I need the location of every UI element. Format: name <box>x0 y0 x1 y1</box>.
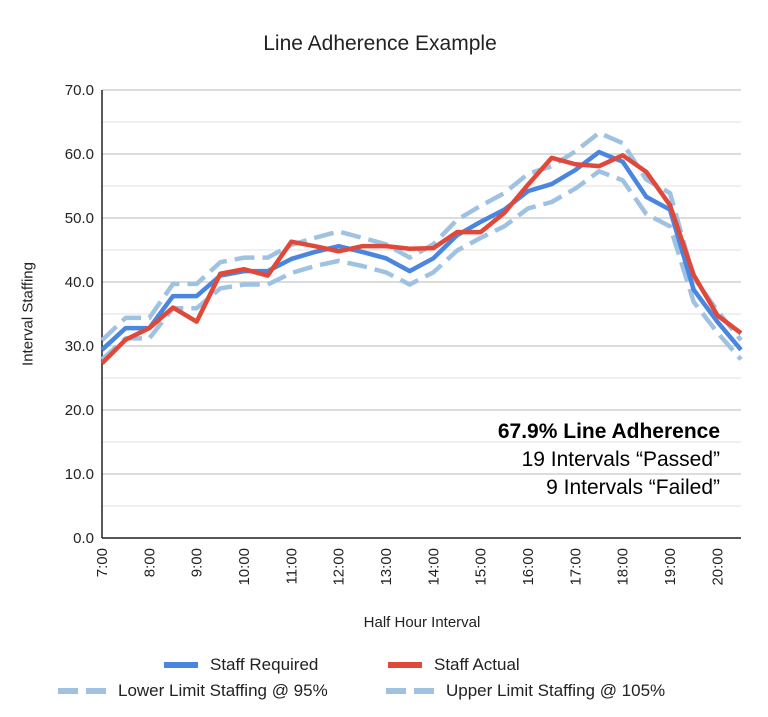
failed-text: 9 Intervals “Failed” <box>546 476 720 499</box>
y-tick-label: 10.0 <box>65 466 94 483</box>
x-tick-label: 19:00 <box>662 548 679 586</box>
y-tick-label: 40.0 <box>65 274 94 291</box>
passed-text: 19 Intervals “Passed” <box>521 448 720 471</box>
adherence-text: 67.9% Line Adherence <box>497 420 720 443</box>
legend-swatch <box>388 662 422 668</box>
x-tick-label: 7:00 <box>94 548 111 577</box>
legend-upper-limit: Upper Limit Staffing @ 105% <box>386 681 665 701</box>
y-tick-label: 30.0 <box>65 338 94 355</box>
legend-label: Staff Actual <box>434 655 520 674</box>
x-tick-label: 17:00 <box>567 548 584 586</box>
legend-swatch <box>386 688 434 694</box>
y-tick-label: 50.0 <box>65 210 94 227</box>
x-tick-label: 8:00 <box>141 548 158 577</box>
x-tick-label: 13:00 <box>378 548 395 586</box>
y-tick-label: 70.0 <box>65 82 94 99</box>
x-tick-label: 11:00 <box>283 548 300 584</box>
x-tick-label: 20:00 <box>709 548 726 586</box>
series-line-staff-actual <box>100 153 743 365</box>
legend-label: Lower Limit Staffing @ 95% <box>118 681 328 700</box>
legend-staff-actual: Staff Actual <box>388 655 520 675</box>
legend-lower-limit: Lower Limit Staffing @ 95% <box>58 681 328 701</box>
x-tick-label: 18:00 <box>615 548 632 586</box>
x-tick-label: 12:00 <box>331 548 348 586</box>
legend-label: Upper Limit Staffing @ 105% <box>446 681 666 700</box>
x-tick-label: 9:00 <box>189 548 206 577</box>
y-tick-label: 60.0 <box>65 146 94 163</box>
legend-label: Staff Required <box>210 655 319 674</box>
legend-swatch <box>164 662 198 668</box>
x-tick-label: 10:00 <box>236 548 253 586</box>
annotation: 67.9% Line Adherence 19 Intervals “Passe… <box>498 418 720 502</box>
chart-title: Line Adherence Example <box>263 32 497 55</box>
x-tick-label: 14:00 <box>425 548 442 586</box>
y-tick-label: 20.0 <box>65 402 94 419</box>
x-tick-label: 15:00 <box>473 548 490 586</box>
x-tick-label: 16:00 <box>520 548 537 586</box>
legend-staff-required: Staff Required <box>164 655 318 675</box>
series-line-staff-required <box>100 149 743 352</box>
legend-swatch <box>58 688 106 694</box>
y-tick-label: 0.0 <box>73 530 94 547</box>
x-axis-label: Half Hour Interval <box>363 614 481 631</box>
